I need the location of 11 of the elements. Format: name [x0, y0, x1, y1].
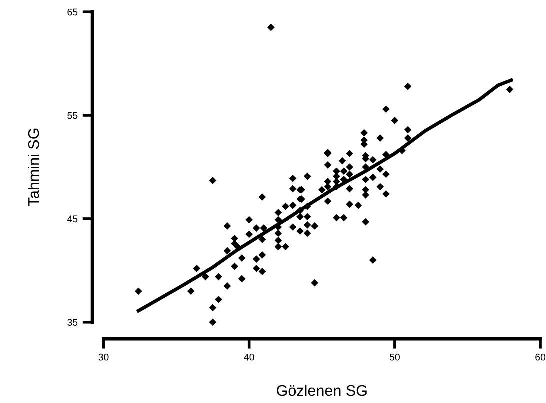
x-axis-title: Gözlenen SG — [277, 384, 367, 396]
x-tick-label: 40 — [244, 354, 254, 361]
x-tick-label: 30 — [98, 354, 109, 361]
x-tick-label: 60 — [536, 354, 546, 361]
y-tick-label: 55 — [68, 112, 78, 120]
y-tick-label: 35 — [68, 319, 78, 326]
y-tick-label: 65 — [68, 8, 78, 16]
y-axis-title: Tahmini SG — [28, 128, 40, 206]
x-tick-label: 50 — [390, 354, 400, 361]
y-tick-label: 45 — [67, 216, 78, 223]
line-series — [136, 78, 514, 313]
